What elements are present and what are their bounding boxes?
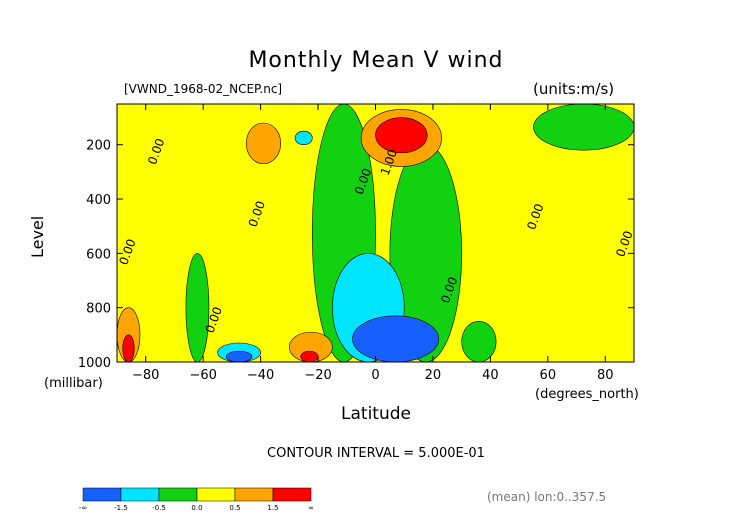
- x-axis-units: (degrees_north): [535, 387, 639, 402]
- contour-region-cyan-16: [294, 130, 313, 146]
- colorbar-swatch-5: [272, 487, 312, 502]
- x-tick-label--60: −60: [189, 368, 216, 383]
- file-label: [VWND_1968-02_NCEP.nc]: [124, 82, 283, 96]
- contour-region-green-3: [185, 253, 210, 362]
- colorbar-label-2: -0.5: [152, 504, 166, 512]
- contour-region-green-2: [461, 320, 497, 362]
- colorbar-label-1: -1.5: [114, 504, 128, 512]
- y-tick-label-400: 400: [86, 193, 111, 208]
- colorbar-label-3: 0.0: [191, 504, 202, 512]
- x-tick-label-60: 60: [540, 368, 557, 383]
- colorbar-swatch-0: [82, 487, 122, 502]
- colorbar-swatch-2: [158, 487, 198, 502]
- contour-region-blue-9: [352, 315, 439, 362]
- contour-region-orange-7: [245, 122, 282, 165]
- contour-interval-text: CONTOUR INTERVAL = 5.000E-01: [267, 446, 485, 461]
- x-tick-label-0: 0: [371, 368, 379, 383]
- units-label: (units:m/s): [533, 80, 615, 98]
- mean-footer-text: (mean) lon:0..357.5: [487, 490, 607, 504]
- axis-ticks: −80 −60 −40 −20 0 20 40 60 80 200 400 600 800 1000: [78, 104, 634, 383]
- x-tick-label--20: −20: [304, 368, 331, 383]
- x-tick-label-40: 40: [482, 368, 499, 383]
- x-tick-label-20: 20: [425, 368, 442, 383]
- colorbar-label-5: 1.5: [267, 504, 278, 512]
- y-tick-label-800: 800: [86, 302, 111, 317]
- x-tick-label--40: −40: [247, 368, 274, 383]
- y-tick-label-1000: 1000: [78, 356, 111, 371]
- colorbar-label-0: -∞: [79, 504, 87, 512]
- colorbar-swatch-3: [196, 487, 236, 502]
- contour-region-red-15: [122, 334, 135, 362]
- contour-region-blue-11: [225, 350, 253, 362]
- x-tick-label--80: −80: [132, 368, 159, 383]
- y-tick-label-600: 600: [86, 247, 111, 262]
- colorbar: -∞ -1.5 -0.5 0.0 0.5 1.5 ∞: [79, 487, 314, 512]
- y-axis-units: (millibar): [44, 376, 103, 391]
- x-tick-label-80: 80: [597, 368, 614, 383]
- x-axis-label: Latitude: [341, 404, 411, 424]
- colorbar-label-6: ∞: [308, 504, 314, 512]
- contour-region-red-6: [375, 117, 428, 154]
- contour-fill-layer: [117, 104, 634, 362]
- colorbar-swatch-4: [234, 487, 274, 502]
- y-tick-label-200: 200: [86, 139, 111, 154]
- contour-region-red-13: [300, 350, 319, 362]
- contour-region-orange-12: [289, 331, 333, 362]
- contour-region-green-4: [533, 104, 634, 151]
- chart-title: Monthly Mean V wind: [248, 48, 504, 73]
- colorbar-label-4: 0.5: [229, 504, 240, 512]
- colorbar-swatch-1: [120, 487, 160, 502]
